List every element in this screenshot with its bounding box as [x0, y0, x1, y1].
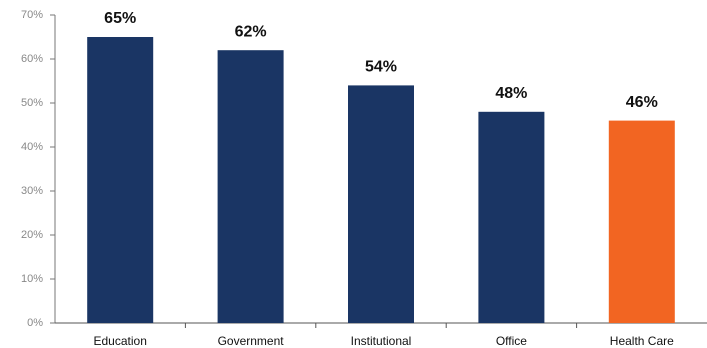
x-tick-label: Education — [94, 334, 147, 348]
x-tick-label: Health Care — [610, 334, 674, 348]
x-tick-label: Institutional — [351, 334, 412, 348]
bar — [348, 85, 414, 324]
data-label: 54% — [365, 59, 397, 76]
y-tick-label: 50% — [21, 97, 43, 109]
x-tick-label: Office — [496, 334, 527, 348]
bar — [478, 111, 545, 323]
y-tick-label: 70% — [21, 9, 43, 21]
y-tick-label: 40% — [21, 141, 43, 153]
bar — [87, 37, 154, 323]
y-tick-label: 60% — [21, 53, 43, 65]
data-label: 62% — [235, 23, 267, 40]
data-label: 65% — [104, 10, 136, 27]
y-tick-label: 30% — [21, 185, 43, 197]
data-label: 46% — [626, 94, 658, 111]
x-tick-label: Government — [218, 334, 285, 348]
y-tick-label: 20% — [21, 229, 43, 241]
bar — [217, 50, 284, 323]
y-tick-label: 0% — [27, 317, 43, 329]
data-label: 48% — [495, 85, 527, 102]
y-tick-label: 10% — [21, 273, 43, 285]
bar — [608, 120, 675, 323]
